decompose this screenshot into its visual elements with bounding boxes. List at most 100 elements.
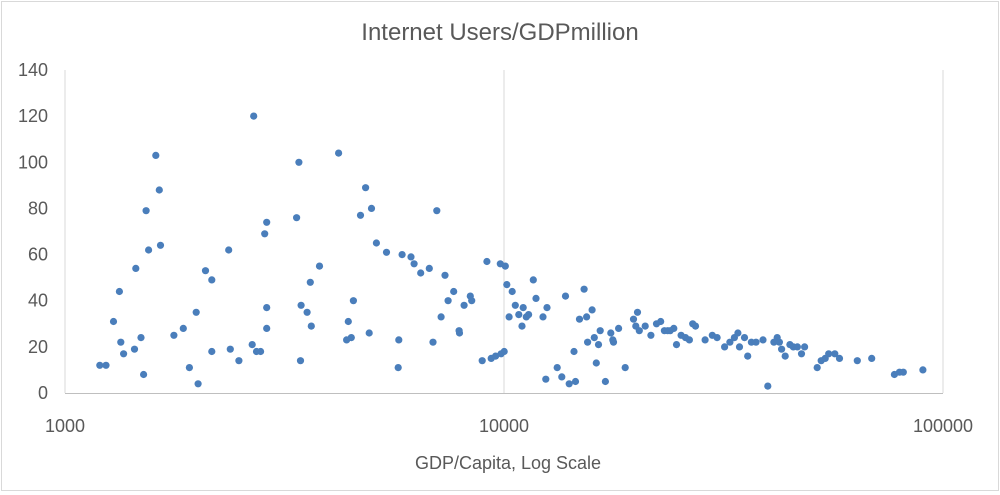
data-point: [633, 308, 642, 316]
data-point: [433, 207, 441, 215]
data-point: [132, 264, 140, 272]
y-tick-label: 0: [38, 383, 48, 403]
data-point: [478, 357, 486, 365]
x-axis-tick-labels: 1000 10000 100000: [45, 416, 973, 436]
y-tick-label: 80: [28, 198, 48, 218]
data-point: [115, 287, 123, 296]
data-point: [152, 151, 160, 159]
data-point: [263, 218, 271, 226]
data-point: [117, 338, 125, 346]
data-point: [558, 373, 566, 381]
data-point: [365, 329, 373, 337]
data-point: [797, 350, 806, 358]
data-point: [601, 377, 610, 386]
data-point: [96, 361, 104, 369]
data-point: [596, 327, 604, 335]
data-point: [532, 294, 540, 302]
data-point: [130, 345, 139, 353]
data-point: [307, 322, 315, 330]
data-point: [362, 184, 370, 192]
data-point: [657, 317, 665, 326]
data-point: [437, 313, 445, 321]
data-point: [744, 352, 752, 360]
data-point: [813, 364, 821, 372]
data-point: [590, 334, 598, 342]
data-point: [691, 322, 700, 330]
data-point: [109, 317, 118, 326]
data-point: [483, 257, 491, 266]
data-point: [575, 315, 584, 323]
data-point: [721, 343, 729, 351]
data-point: [261, 230, 269, 238]
data-point: [647, 331, 655, 339]
y-tick-label: 60: [28, 245, 48, 265]
data-point: [145, 246, 153, 254]
data-point: [201, 267, 210, 275]
y-tick-label: 40: [28, 291, 48, 311]
data-point: [303, 308, 311, 316]
data-point: [759, 336, 767, 344]
data-point: [500, 347, 508, 356]
data-point: [609, 338, 618, 346]
data-point: [192, 308, 200, 316]
data-point: [156, 241, 165, 249]
data-point: [208, 276, 216, 284]
data-point: [505, 313, 513, 321]
data-point: [102, 361, 110, 369]
data-point: [868, 354, 876, 362]
data-point: [583, 313, 591, 321]
gridlines: [64, 70, 944, 393]
data-point: [561, 292, 570, 300]
data-point: [592, 359, 600, 367]
data-point: [735, 343, 744, 351]
data-point: [553, 364, 561, 372]
data-point: [250, 112, 258, 120]
data-point: [306, 278, 314, 286]
data-point: [441, 271, 449, 279]
data-point: [120, 350, 128, 358]
data-point: [831, 350, 839, 358]
data-point: [621, 364, 629, 372]
data-point: [726, 338, 734, 346]
data-point: [398, 251, 406, 259]
data-point: [296, 357, 305, 365]
data-point: [394, 364, 402, 372]
data-point: [835, 354, 844, 362]
data-point: [295, 158, 303, 166]
y-tick-label: 20: [28, 337, 48, 357]
data-point: [584, 338, 592, 346]
data-point: [539, 313, 547, 321]
y-axis-tick-labels: 0 20 40 60 80 100 120 140: [18, 60, 48, 403]
data-point: [395, 336, 403, 344]
y-tick-label: 120: [18, 106, 48, 126]
data-point: [713, 334, 721, 342]
chart-title: Internet Users/GDPmillion: [361, 19, 638, 46]
data-point: [594, 341, 603, 349]
data-point: [899, 368, 907, 376]
data-point: [672, 341, 681, 349]
data-point: [519, 304, 527, 312]
data-point: [293, 214, 301, 222]
data-point: [511, 301, 519, 309]
data-point: [347, 334, 355, 342]
data-point: [825, 350, 833, 358]
data-point: [257, 347, 265, 356]
data-point: [685, 336, 694, 344]
data-point: [170, 331, 178, 339]
data-point: [410, 260, 418, 268]
data-point: [778, 345, 786, 353]
x-tick-label: 100000: [913, 416, 973, 436]
data-point: [764, 382, 772, 390]
x-axis-label: GDP/Capita, Log Scale: [415, 453, 601, 473]
data-point: [853, 357, 861, 365]
data-point: [382, 248, 391, 256]
y-tick-label: 140: [18, 60, 48, 80]
data-point: [335, 149, 343, 157]
data-point: [580, 285, 588, 293]
data-point: [367, 204, 376, 212]
data-point: [492, 352, 500, 360]
data-point: [140, 370, 148, 379]
data-point: [226, 345, 234, 353]
